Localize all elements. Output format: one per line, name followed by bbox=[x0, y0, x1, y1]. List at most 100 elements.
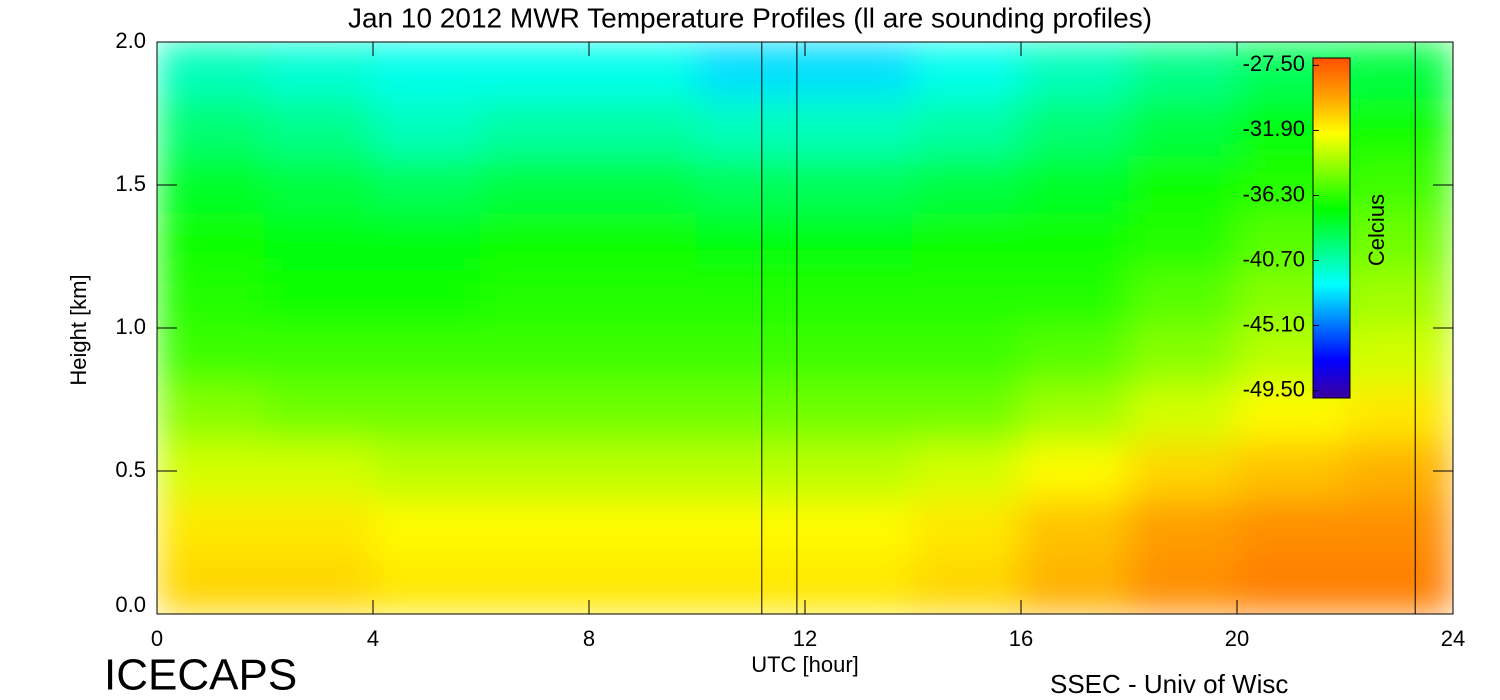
heatmap-cell bbox=[1236, 556, 1346, 614]
heatmap-cell bbox=[480, 213, 590, 272]
heatmap-cell bbox=[804, 155, 914, 215]
heatmap-cell bbox=[696, 441, 806, 501]
heatmap-cell bbox=[157, 384, 266, 443]
heatmap-cell bbox=[1128, 499, 1238, 558]
heatmap-cell bbox=[1344, 384, 1453, 443]
heatmap-cell bbox=[804, 499, 914, 558]
x-tick-label: 16 bbox=[1009, 626, 1033, 651]
heatmap-cell bbox=[804, 270, 914, 329]
heatmap-cell bbox=[480, 556, 590, 614]
x-tick-label: 8 bbox=[583, 626, 595, 651]
chart-title: Jan 10 2012 MWR Temperature Profiles (ll… bbox=[348, 2, 1152, 33]
x-tick-label: 24 bbox=[1441, 626, 1465, 651]
colorbar-tick-label: -49.50 bbox=[1243, 376, 1305, 401]
heatmap-cell bbox=[480, 441, 590, 501]
heatmap-cell bbox=[372, 155, 482, 215]
heatmap-cell bbox=[1344, 270, 1453, 329]
heatmap-cell bbox=[157, 327, 266, 386]
heatmap-cell bbox=[804, 98, 914, 157]
heatmap-cell bbox=[1020, 98, 1130, 157]
colorbar-tick-label: -40.70 bbox=[1243, 246, 1305, 271]
heatmap-cell bbox=[912, 384, 1022, 443]
colorbar-tick-label: -31.90 bbox=[1243, 116, 1305, 141]
heatmap-cell bbox=[480, 384, 590, 443]
heatmap-cell bbox=[696, 155, 806, 215]
heatmap-cell bbox=[480, 499, 590, 558]
heatmap-cell bbox=[1236, 441, 1346, 501]
y-tick-label: 0.5 bbox=[115, 457, 146, 482]
y-tick-label: 1.0 bbox=[115, 314, 146, 339]
y-axis-label: Height [km] bbox=[66, 274, 91, 385]
heatmap-cell bbox=[1128, 42, 1238, 100]
heatmap-cell bbox=[1128, 384, 1238, 443]
heatmap-cell bbox=[264, 384, 374, 443]
heatmap-cell bbox=[912, 42, 1022, 100]
heatmap-cell bbox=[696, 213, 806, 272]
heatmap-cell bbox=[1236, 499, 1346, 558]
heatmap-cell bbox=[264, 42, 374, 100]
heatmap-cell bbox=[912, 270, 1022, 329]
heatmap-cell bbox=[480, 155, 590, 215]
x-tick-label: 12 bbox=[793, 626, 817, 651]
heatmap-cell bbox=[696, 327, 806, 386]
colorbar-tick-label: -27.50 bbox=[1243, 51, 1305, 76]
heatmap-cell bbox=[1020, 499, 1130, 558]
credit: SSEC - Univ of Wisc bbox=[1050, 669, 1288, 699]
heatmap-cell bbox=[1344, 499, 1453, 558]
heatmap-cell bbox=[372, 327, 482, 386]
heatmap-cell bbox=[696, 384, 806, 443]
logo: ICECAPS bbox=[104, 651, 297, 700]
heatmap-cell bbox=[1128, 556, 1238, 614]
heatmap-cell bbox=[264, 556, 374, 614]
heatmap-cell bbox=[696, 270, 806, 329]
heatmap-cell bbox=[912, 441, 1022, 501]
colorbar-label: Celcius bbox=[1364, 194, 1389, 266]
heatmap-cell bbox=[912, 98, 1022, 157]
heatmap-cell bbox=[1128, 327, 1238, 386]
heatmap-cell bbox=[372, 213, 482, 272]
heatmap-cell bbox=[157, 98, 266, 157]
y-tick-label: 2.0 bbox=[115, 28, 146, 53]
heatmap-cell bbox=[372, 384, 482, 443]
heatmap-cell bbox=[912, 556, 1022, 614]
heatmap-cell bbox=[157, 270, 266, 329]
heatmap-cells bbox=[157, 42, 1453, 614]
heatmap-cell bbox=[264, 441, 374, 501]
colorbar bbox=[1312, 57, 1351, 399]
heatmap-cell bbox=[804, 556, 914, 614]
heatmap-cell bbox=[804, 42, 914, 100]
y-tick-label: 0.0 bbox=[115, 592, 146, 617]
heatmap-cell bbox=[480, 327, 590, 386]
heatmap-cell bbox=[1344, 556, 1453, 614]
x-axis-label: UTC [hour] bbox=[751, 652, 859, 677]
heatmap-cell bbox=[372, 441, 482, 501]
heatmap-cell bbox=[264, 270, 374, 329]
heatmap-cell bbox=[372, 98, 482, 157]
heatmap-cell bbox=[804, 213, 914, 272]
heatmap-cell bbox=[264, 327, 374, 386]
x-tick-label: 20 bbox=[1225, 626, 1249, 651]
x-tick-label: 0 bbox=[151, 626, 163, 651]
heatmap-cell bbox=[372, 270, 482, 329]
heatmap-cell bbox=[1344, 98, 1453, 157]
heatmap-cell bbox=[264, 155, 374, 215]
heatmap-cell bbox=[804, 441, 914, 501]
colorbar-tick-label: -36.30 bbox=[1243, 181, 1305, 206]
heatmap-cell bbox=[264, 213, 374, 272]
heatmap-cell bbox=[1128, 213, 1238, 272]
heatmap-cell bbox=[1128, 98, 1238, 157]
heatmap-cell bbox=[1020, 42, 1130, 100]
heatmap-cell bbox=[1020, 384, 1130, 443]
heatmap-cell bbox=[1344, 327, 1453, 386]
heatmap-cell bbox=[912, 213, 1022, 272]
heatmap bbox=[157, 42, 1453, 614]
heatmap-cell bbox=[157, 499, 266, 558]
heatmap-cell bbox=[480, 270, 590, 329]
heatmap-cell bbox=[696, 98, 806, 157]
heatmap-cell bbox=[588, 270, 698, 329]
heatmap-cell bbox=[588, 155, 698, 215]
heatmap-cell bbox=[157, 556, 266, 614]
heatmap-cell bbox=[1020, 441, 1130, 501]
heatmap-cell bbox=[588, 327, 698, 386]
